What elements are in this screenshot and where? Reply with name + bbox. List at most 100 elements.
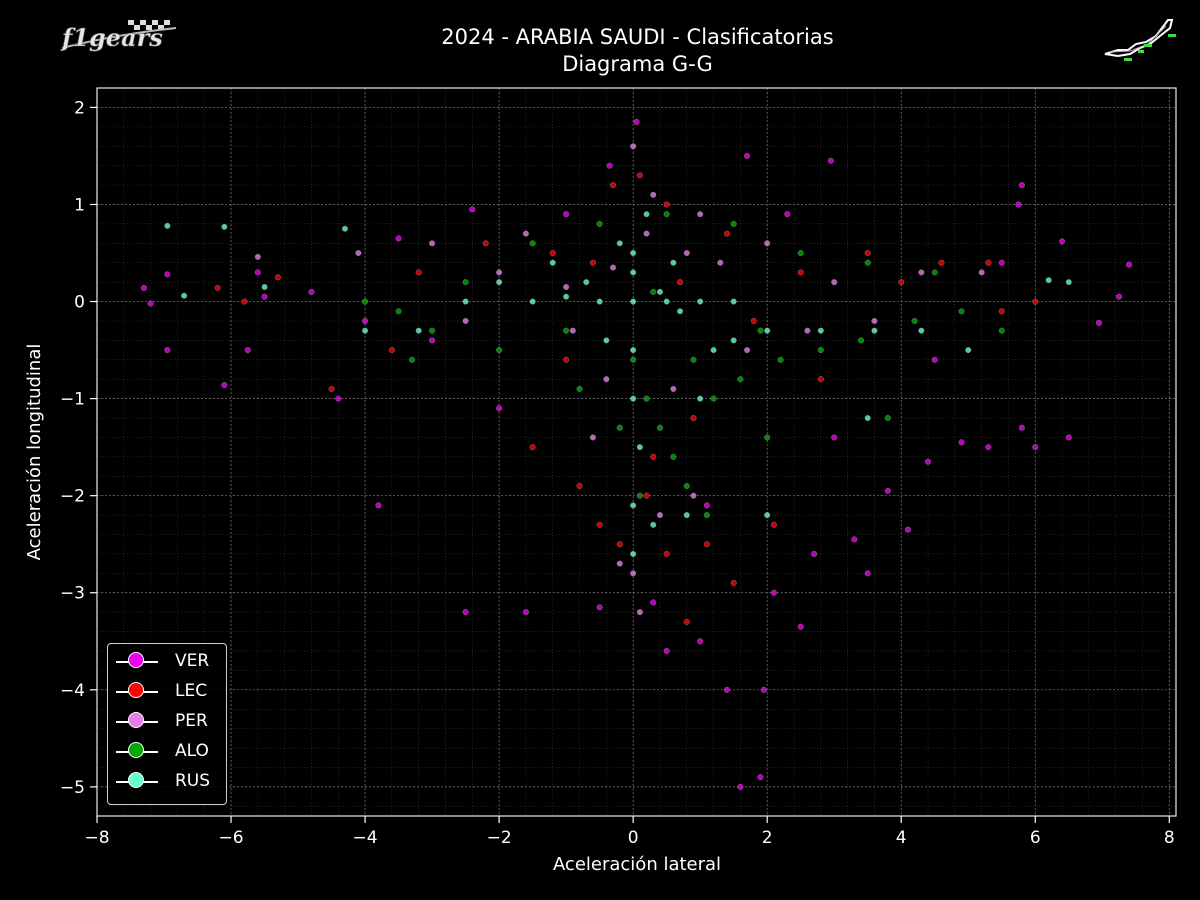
point-per <box>670 385 677 392</box>
point-ver <box>375 502 382 509</box>
point-lec <box>750 317 757 324</box>
point-ver <box>904 526 911 533</box>
point-lec <box>589 259 596 266</box>
point-ver <box>697 638 704 645</box>
point-lec <box>650 453 657 460</box>
point-rus <box>529 298 536 305</box>
point-per <box>717 259 724 266</box>
point-alo <box>817 347 824 354</box>
point-alo <box>858 337 865 344</box>
point-rus <box>362 327 369 334</box>
legend-item-lec: LEC <box>108 678 226 708</box>
point-lec <box>529 444 536 451</box>
point-per <box>630 143 637 150</box>
point-lec <box>415 269 422 276</box>
point-rus <box>630 395 637 402</box>
legend-marker-per <box>128 712 144 728</box>
point-ver <box>596 604 603 611</box>
point-lec <box>898 279 905 286</box>
point-per <box>429 240 436 247</box>
point-ver <box>737 783 744 790</box>
point-rus <box>630 347 637 354</box>
point-lec <box>985 259 992 266</box>
point-rus <box>462 298 469 305</box>
plot-area <box>97 88 1176 816</box>
point-rus <box>164 222 171 229</box>
point-alo <box>884 415 891 422</box>
point-rus <box>616 240 623 247</box>
point-rus <box>871 327 878 334</box>
point-per <box>603 376 610 383</box>
point-lec <box>214 284 221 291</box>
point-lec <box>703 541 710 548</box>
point-rus <box>697 395 704 402</box>
point-alo <box>958 308 965 315</box>
legend-marker-alo <box>128 742 144 758</box>
point-rus <box>918 327 925 334</box>
y-tick-label: 0 <box>74 293 85 313</box>
point-rus <box>656 288 663 295</box>
point-per <box>656 512 663 519</box>
legend-label-rus: RUS <box>175 771 211 791</box>
point-rus <box>697 298 704 305</box>
point-ver <box>308 288 315 295</box>
point-rus <box>583 279 590 286</box>
point-ver <box>254 269 261 276</box>
legend-item-per: PER <box>108 708 226 738</box>
point-rus <box>630 550 637 557</box>
point-rus <box>730 337 737 344</box>
chart-title: 2024 - ARABIA SAUDI - Clasificatorias <box>441 25 834 49</box>
point-lec <box>797 269 804 276</box>
legend-item-ver: VER <box>108 648 226 678</box>
x-tick-label: −2 <box>487 828 512 848</box>
point-lec <box>723 230 730 237</box>
point-ver <box>261 293 268 300</box>
point-ver <box>1032 444 1039 451</box>
point-ver <box>1059 238 1066 245</box>
point-alo <box>529 240 536 247</box>
point-ver <box>723 686 730 693</box>
x-tick-label: 0 <box>628 828 639 848</box>
point-lec <box>677 279 684 286</box>
point-rus <box>603 337 610 344</box>
x-tick-label: 8 <box>1164 828 1175 848</box>
point-lec <box>328 385 335 392</box>
point-per <box>496 269 503 276</box>
point-rus <box>683 512 690 519</box>
point-alo <box>576 385 583 392</box>
point-per <box>630 570 637 577</box>
point-lec <box>770 521 777 528</box>
point-ver <box>563 211 570 218</box>
x-tick-label: −6 <box>219 828 244 848</box>
point-rus <box>764 512 771 519</box>
point-rus <box>965 347 972 354</box>
point-per <box>462 317 469 324</box>
point-rus <box>730 298 737 305</box>
point-ver <box>998 259 1005 266</box>
point-rus <box>415 327 422 334</box>
point-rus <box>596 298 603 305</box>
point-ver <box>931 356 938 363</box>
plot-frame <box>96 87 1177 817</box>
point-per <box>522 230 529 237</box>
point-ver <box>140 284 147 291</box>
point-ver <box>1126 261 1133 268</box>
point-lec <box>549 250 556 257</box>
point-lec <box>563 356 570 363</box>
series-rus <box>164 211 1072 557</box>
point-ver <box>864 570 871 577</box>
point-alo <box>690 356 697 363</box>
point-ver <box>663 647 670 654</box>
point-lec <box>610 182 617 189</box>
point-lec <box>938 259 945 266</box>
point-ver <box>884 487 891 494</box>
point-lec <box>864 250 871 257</box>
point-ver <box>851 536 858 543</box>
point-rus <box>650 521 657 528</box>
point-rus <box>710 347 717 354</box>
point-rus <box>864 415 871 422</box>
point-lec <box>690 415 697 422</box>
point-alo <box>931 269 938 276</box>
point-ver <box>1095 319 1102 326</box>
